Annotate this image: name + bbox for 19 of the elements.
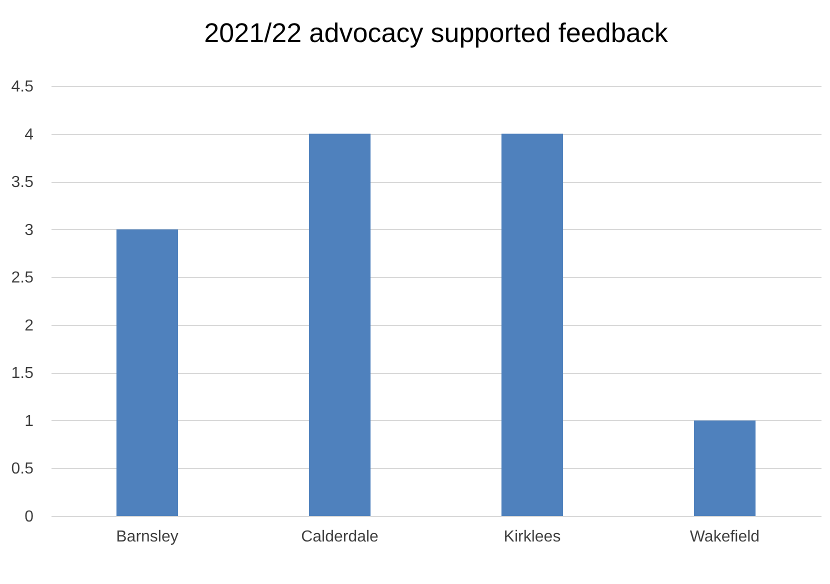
- bar: [308, 134, 371, 516]
- x-tick-label: Kirklees: [504, 528, 561, 546]
- y-tick-label: 4: [24, 126, 34, 144]
- x-tick-label: Calderdale: [301, 528, 379, 546]
- x-tick-label: Wakefield: [690, 528, 760, 546]
- bar: [501, 134, 564, 516]
- x-tick-label: Barnsley: [116, 528, 178, 546]
- y-tick-label: 2: [24, 317, 34, 334]
- y-tick-label: 0.5: [11, 460, 34, 478]
- chart-title: 2021/22 advocacy supported feedback: [204, 18, 668, 48]
- y-tick-label: 3: [24, 222, 34, 239]
- y-tick-label: 0: [24, 508, 34, 526]
- bar: [116, 229, 178, 516]
- y-tick-label: 3.5: [11, 174, 34, 192]
- y-tick-label: 2.5: [11, 270, 34, 287]
- bar: [694, 420, 756, 516]
- y-tick-label: 1: [24, 412, 34, 430]
- y-tick-label: 1.5: [11, 365, 34, 382]
- y-tick-label: 4.5: [11, 78, 34, 96]
